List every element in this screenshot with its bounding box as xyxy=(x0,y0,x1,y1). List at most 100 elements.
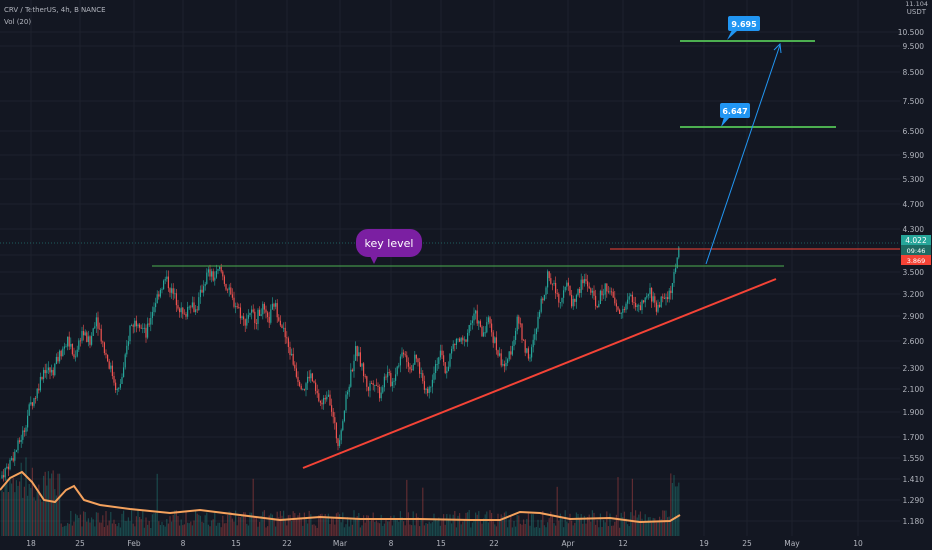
candle-body xyxy=(361,363,363,367)
candle-body xyxy=(163,280,165,290)
time-tick-label: 8 xyxy=(181,539,186,548)
volume-bar xyxy=(649,517,651,536)
volume-bar xyxy=(331,516,333,536)
candle-body xyxy=(471,320,473,323)
key-level-label: key level xyxy=(365,237,414,250)
volume-bar xyxy=(262,511,264,536)
volume-bar xyxy=(332,518,334,536)
candle-body xyxy=(529,357,531,359)
candle-body xyxy=(364,375,366,377)
key-level-callout[interactable]: key level xyxy=(356,229,422,264)
candle-body xyxy=(599,290,601,305)
volume-bar xyxy=(643,521,645,536)
candle-body xyxy=(204,283,206,287)
candle-body xyxy=(401,352,403,357)
candle-body xyxy=(423,381,425,390)
volume-bar xyxy=(163,525,165,536)
volume-bar xyxy=(646,521,648,536)
volume-bar xyxy=(196,513,198,536)
volume-bar xyxy=(449,514,451,536)
candle-body xyxy=(327,394,329,397)
candle-body xyxy=(390,372,392,387)
candle-body xyxy=(435,364,437,374)
volume-bar xyxy=(652,517,654,536)
volume-bar xyxy=(126,521,128,536)
candle-body xyxy=(174,293,176,295)
candle-body xyxy=(339,440,341,447)
volume-bar xyxy=(345,524,347,536)
volume-bar xyxy=(630,512,632,536)
candle-body xyxy=(140,327,142,329)
price-tick-label: 4.700 xyxy=(903,200,925,209)
volume-bar xyxy=(129,521,131,536)
volume-bar xyxy=(291,521,293,536)
candle-body xyxy=(143,327,145,329)
volume-bar xyxy=(1,490,3,536)
volume-bar xyxy=(433,513,435,536)
volume-bar xyxy=(44,471,46,536)
volume-bar xyxy=(571,520,573,536)
target-2-callout[interactable]: 9.695 xyxy=(727,16,760,40)
volume-bar xyxy=(540,519,542,536)
candle-body xyxy=(83,331,85,336)
candle-body xyxy=(86,332,88,342)
candle-body xyxy=(12,458,14,461)
candle-body xyxy=(420,373,422,375)
volume-bar xyxy=(427,523,429,536)
volume-bar xyxy=(143,527,145,536)
target-1-callout[interactable]: 6.647 xyxy=(720,103,750,127)
candle-body xyxy=(436,364,438,365)
candle-body xyxy=(302,389,304,390)
volume-bar xyxy=(179,525,181,536)
volume-bar xyxy=(158,521,160,536)
volume-bar xyxy=(339,514,341,536)
candle-body xyxy=(585,279,587,282)
candle-body xyxy=(257,309,259,324)
volume-bar xyxy=(379,523,381,536)
price-tick-label: 1.900 xyxy=(903,408,925,417)
volume-bar xyxy=(81,526,83,536)
candle-body xyxy=(649,287,651,295)
volume-bar xyxy=(455,527,457,536)
volume-bar xyxy=(299,512,301,536)
volume-bar xyxy=(583,515,585,536)
candle-body xyxy=(153,307,155,313)
volume-bar xyxy=(175,510,177,536)
volume-bar xyxy=(15,480,17,536)
candle-body xyxy=(559,302,561,304)
candle-body xyxy=(359,352,361,367)
candle-body xyxy=(465,339,467,342)
volume-bar xyxy=(625,518,627,536)
volume-bar xyxy=(543,525,545,536)
candle-body xyxy=(14,451,16,461)
volume-bar xyxy=(340,522,342,536)
volume-bar xyxy=(222,515,224,536)
volume-bar xyxy=(644,514,646,536)
candle-body xyxy=(396,366,398,375)
volume-bar xyxy=(321,513,323,536)
volume-bar xyxy=(484,514,486,536)
candle-body xyxy=(377,385,379,387)
volume-bar xyxy=(671,482,673,536)
volume-bar xyxy=(52,470,54,536)
candle-body xyxy=(539,311,541,317)
candle-body xyxy=(78,340,80,350)
candle-body xyxy=(515,330,517,340)
volume-bar xyxy=(142,510,144,536)
price-tick-label: 10.500 xyxy=(898,28,924,37)
candle-body xyxy=(505,362,507,367)
candle-body xyxy=(483,332,485,337)
candle-body xyxy=(380,392,382,399)
volume-bar xyxy=(324,514,326,536)
candle-body xyxy=(151,312,153,318)
candle-body xyxy=(251,309,253,313)
candle-body xyxy=(660,296,662,307)
candle-body xyxy=(463,339,465,341)
time-tick-label: 18 xyxy=(26,539,36,548)
candle-body xyxy=(527,348,529,359)
volume-bar xyxy=(39,499,41,536)
volume-bar xyxy=(638,514,640,536)
volume-bar xyxy=(115,523,117,536)
candle-body xyxy=(446,371,448,373)
